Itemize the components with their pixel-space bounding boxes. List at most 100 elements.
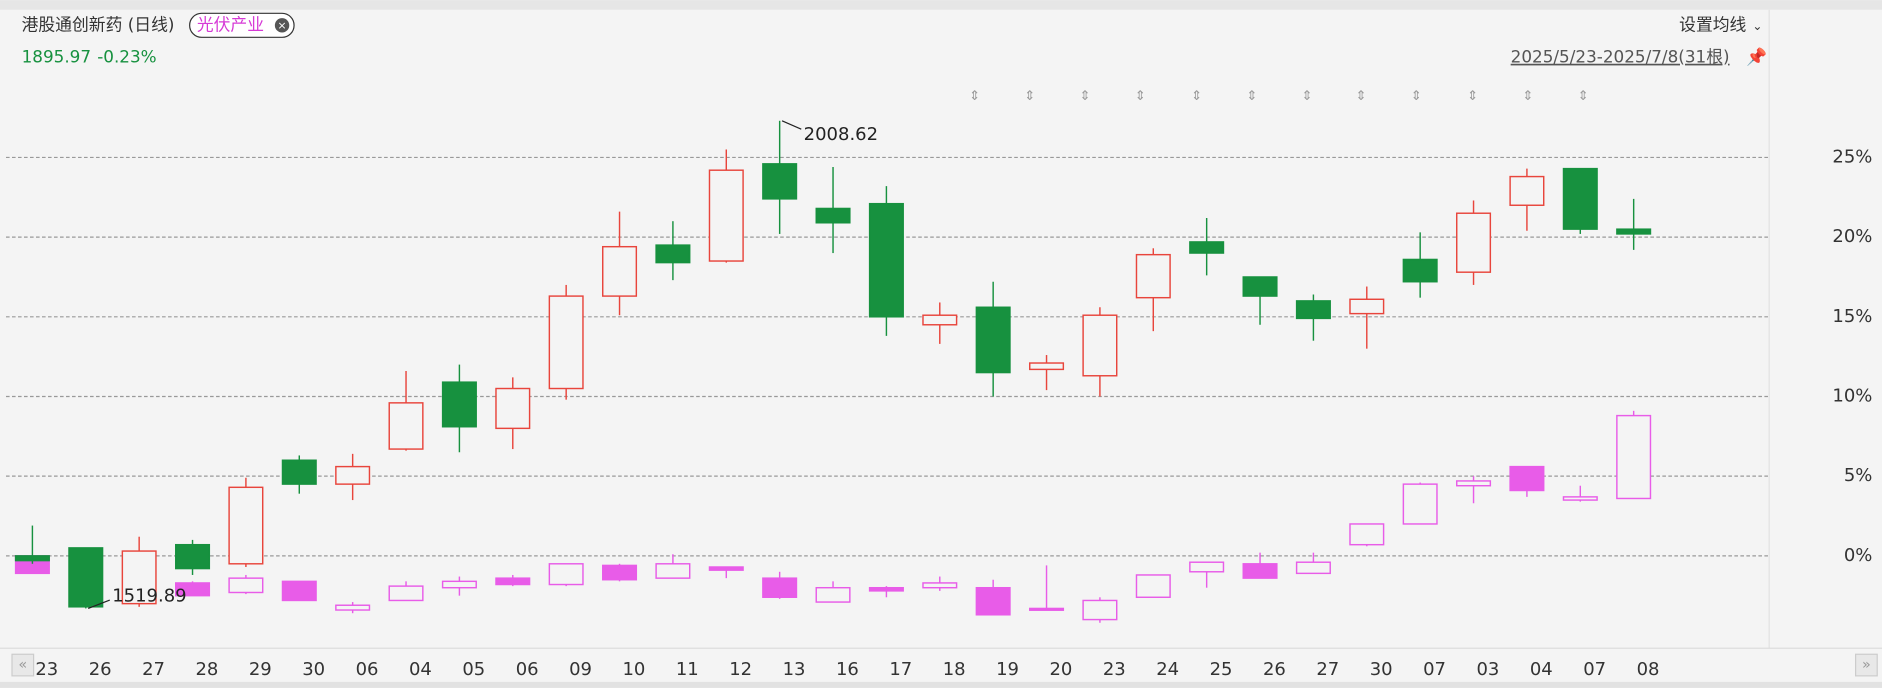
y-tick-label: 5% — [1844, 465, 1873, 486]
candle-body — [68, 547, 104, 608]
candle-body — [1509, 465, 1545, 492]
event-marker[interactable]: ⇕ — [1302, 89, 1313, 104]
candle-body — [441, 381, 477, 428]
tag-close-x: × — [278, 19, 287, 32]
candle-body — [1295, 300, 1331, 320]
ma-caret: ⌄ — [1752, 19, 1762, 33]
x-tick-label: 04 — [409, 659, 432, 680]
candle-body — [1402, 483, 1438, 525]
candle-body — [548, 295, 584, 390]
scroll-right[interactable] — [1854, 653, 1878, 677]
candle-body — [1456, 480, 1492, 487]
x-tick-label: 18 — [943, 659, 966, 680]
candle-body — [602, 245, 638, 297]
event-marker[interactable]: ⇕ — [1411, 89, 1422, 104]
event-marker[interactable]: ⇕ — [1246, 89, 1257, 104]
x-tick-label: 30 — [1370, 659, 1393, 680]
candle-body — [1082, 314, 1118, 377]
candle-body — [1242, 276, 1278, 297]
x-tick-label: 23 — [35, 659, 58, 680]
tag-close[interactable] — [274, 18, 290, 33]
candle-body — [815, 207, 851, 224]
candle-body — [1189, 561, 1225, 573]
candle-body — [1402, 258, 1438, 283]
event-marker[interactable]: ⇕ — [1356, 89, 1367, 104]
event-marker[interactable]: ⇕ — [1191, 89, 1202, 104]
ma-setting[interactable]: 设置均线 — [1679, 14, 1746, 34]
scroll-left-icon: « — [18, 657, 27, 673]
y-tick-label: 20% — [1832, 226, 1872, 247]
candle-body — [281, 459, 317, 485]
candle-body — [1616, 228, 1652, 235]
candle-body — [1509, 175, 1545, 206]
candle-body — [922, 314, 958, 326]
candle-body — [228, 577, 264, 594]
pin-icon[interactable]: 📌 — [1746, 47, 1767, 67]
compare-name: 光伏产业 — [197, 14, 264, 34]
candle-body — [762, 163, 798, 200]
x-tick-label: 04 — [1530, 659, 1553, 680]
x-tick-label: 05 — [462, 659, 485, 680]
event-marker[interactable]: ⇕ — [1467, 89, 1478, 104]
candle-body — [1242, 563, 1278, 579]
x-tick-label: 30 — [302, 659, 325, 680]
candle-body — [1029, 362, 1065, 371]
candle-body — [1135, 574, 1171, 598]
range-label[interactable]: 2025/5/23-2025/7/8(31根) — [1511, 47, 1730, 67]
candle-body — [1456, 212, 1492, 273]
candle-body — [762, 577, 798, 598]
x-tick-label: 20 — [1049, 659, 1072, 680]
candle-body — [922, 582, 958, 589]
x-tick-label: 29 — [249, 659, 272, 680]
high-annotation: 2008.62 — [804, 124, 878, 145]
event-marker[interactable]: ⇕ — [1522, 89, 1533, 104]
low-annotation: 1519.89 — [112, 585, 186, 606]
candle-body — [868, 586, 904, 592]
candle-body — [1349, 298, 1385, 315]
candle-body — [602, 564, 638, 581]
y-tick-label: 25% — [1832, 146, 1872, 167]
candle-body — [281, 580, 317, 602]
scroll-right-icon: » — [1862, 657, 1871, 673]
x-tick-label: 10 — [622, 659, 645, 680]
candle-body — [1616, 414, 1652, 500]
candle-body — [1295, 561, 1331, 575]
x-tick-label: 19 — [996, 659, 1019, 680]
last-price: 1895.97 — [22, 47, 91, 67]
candle-body — [335, 604, 371, 611]
event-marker[interactable]: ⇕ — [1578, 89, 1589, 104]
candle-body — [975, 306, 1011, 374]
change-pct: -0.23% — [97, 47, 156, 67]
candle-body — [495, 577, 531, 586]
x-tick-label: 07 — [1583, 659, 1606, 680]
x-tick-label: 06 — [356, 659, 379, 680]
candle-body — [815, 586, 851, 603]
annotation-arrow — [87, 599, 111, 609]
candle-body — [1135, 253, 1171, 299]
candle-body — [655, 563, 691, 579]
x-tick-label: 27 — [142, 659, 165, 680]
candle-body — [335, 465, 371, 485]
chart-title: 港股通创新药 (日线) — [22, 14, 175, 34]
scroll-left[interactable] — [11, 653, 35, 677]
x-tick-label: 11 — [676, 659, 699, 680]
event-marker[interactable]: ⇕ — [1079, 89, 1090, 104]
candle-body — [388, 402, 424, 450]
event-marker[interactable]: ⇕ — [969, 89, 980, 104]
event-marker[interactable]: ⇕ — [1024, 89, 1035, 104]
y-tick-label: 15% — [1832, 306, 1872, 327]
event-markers: ⇕ ⇕ ⇕ ⇕ ⇕ ⇕ ⇕ ⇕ ⇕ ⇕ ⇕ ⇕ — [969, 89, 1589, 104]
event-marker[interactable]: ⇕ — [1135, 89, 1146, 104]
candle-body — [708, 566, 744, 571]
y-tick-label: 0% — [1844, 545, 1873, 566]
candle-body — [175, 543, 211, 570]
x-tick-label: 12 — [729, 659, 752, 680]
candle-body — [441, 580, 477, 589]
candle-body — [708, 169, 744, 262]
x-tick-label: 24 — [1156, 659, 1179, 680]
compare-tag[interactable] — [189, 12, 295, 38]
candle-body — [1562, 167, 1598, 230]
